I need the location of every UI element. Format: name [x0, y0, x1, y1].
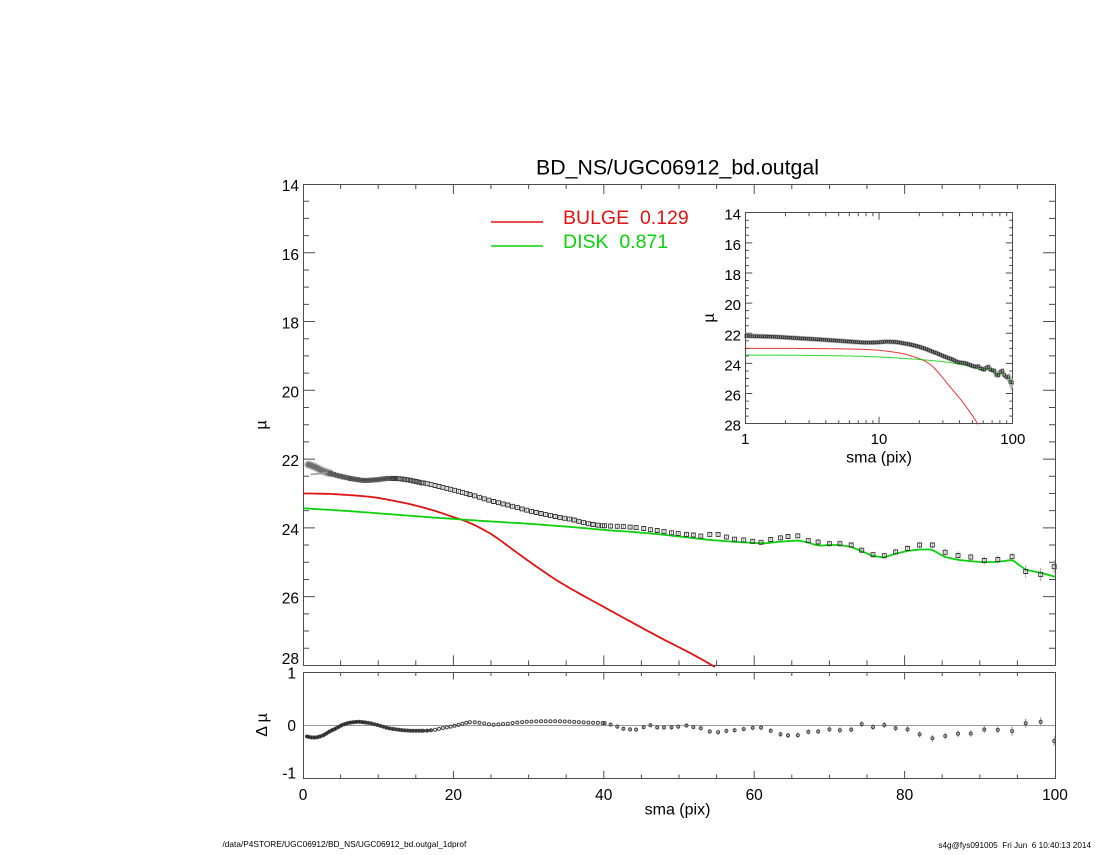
svg-text:BD_NS/UGC06912_bd.outgal: BD_NS/UGC06912_bd.outgal [536, 156, 819, 180]
svg-text:28: 28 [724, 418, 741, 435]
svg-text:DISK 0.871: DISK 0.871 [563, 231, 668, 253]
svg-text:18: 18 [282, 316, 299, 333]
svg-text:s4g@fys091005 Fri Jun 6 10:4: s4g@fys091005 Fri Jun 6 10:40:13 2014 [938, 841, 1091, 850]
svg-text:µ: µ [254, 420, 271, 429]
svg-text:Δ µ: Δ µ [254, 713, 271, 736]
svg-text:BULGE 0.129: BULGE 0.129 [563, 207, 689, 229]
svg-text:60: 60 [746, 787, 764, 804]
svg-text:20: 20 [724, 297, 741, 314]
svg-text:80: 80 [896, 787, 914, 804]
svg-text:sma (pix): sma (pix) [645, 802, 711, 819]
svg-text:100: 100 [1042, 787, 1068, 804]
svg-text:22: 22 [282, 453, 299, 470]
svg-text:0: 0 [299, 787, 308, 804]
svg-text:16: 16 [724, 237, 741, 254]
svg-text:16: 16 [282, 247, 299, 264]
svg-text:26: 26 [724, 388, 741, 405]
svg-text:10: 10 [871, 431, 888, 448]
svg-text:14: 14 [724, 207, 741, 224]
svg-text:100: 100 [1000, 431, 1025, 448]
svg-text:0: 0 [287, 718, 296, 735]
svg-text:22: 22 [724, 327, 741, 344]
svg-text:1: 1 [287, 666, 296, 683]
svg-text:1: 1 [741, 431, 749, 448]
svg-text:24: 24 [282, 522, 300, 539]
svg-text:sma (pix): sma (pix) [846, 450, 912, 467]
svg-text:40: 40 [595, 787, 613, 804]
svg-text:24: 24 [724, 357, 741, 374]
svg-text:26: 26 [282, 591, 299, 608]
svg-text:20: 20 [445, 787, 463, 804]
svg-text:/data/P4STORE/UGC06912/BD_NS/U: /data/P4STORE/UGC06912/BD_NS/UGC06912_bd… [223, 839, 468, 849]
svg-text:28: 28 [282, 651, 299, 668]
svg-text:18: 18 [724, 267, 741, 284]
svg-text:-1: -1 [282, 766, 296, 783]
svg-text:µ: µ [701, 313, 718, 322]
svg-text:20: 20 [282, 384, 300, 401]
svg-text:14: 14 [282, 178, 300, 195]
